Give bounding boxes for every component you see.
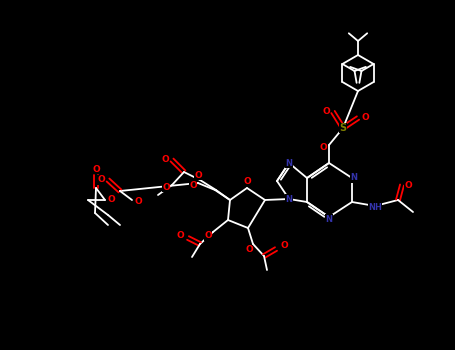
Text: O: O [204, 231, 212, 240]
Text: O: O [322, 107, 330, 117]
Text: O: O [245, 245, 253, 254]
Text: N: N [350, 174, 358, 182]
Text: O: O [361, 113, 369, 122]
Text: N: N [285, 159, 293, 168]
Text: O: O [319, 142, 327, 152]
Text: O: O [161, 155, 169, 164]
Text: O: O [280, 241, 288, 251]
Text: O: O [404, 181, 412, 189]
Text: O: O [97, 175, 105, 184]
Text: O: O [194, 170, 202, 180]
Text: NH: NH [368, 203, 382, 211]
Text: O: O [107, 196, 115, 204]
Text: O: O [189, 181, 197, 189]
Text: O: O [243, 177, 251, 187]
Text: O: O [176, 231, 184, 240]
Text: O: O [162, 182, 170, 191]
Text: S: S [339, 123, 347, 133]
Text: O: O [134, 197, 142, 206]
Text: N: N [325, 215, 333, 224]
Text: N: N [285, 195, 293, 203]
Text: O: O [92, 164, 100, 174]
